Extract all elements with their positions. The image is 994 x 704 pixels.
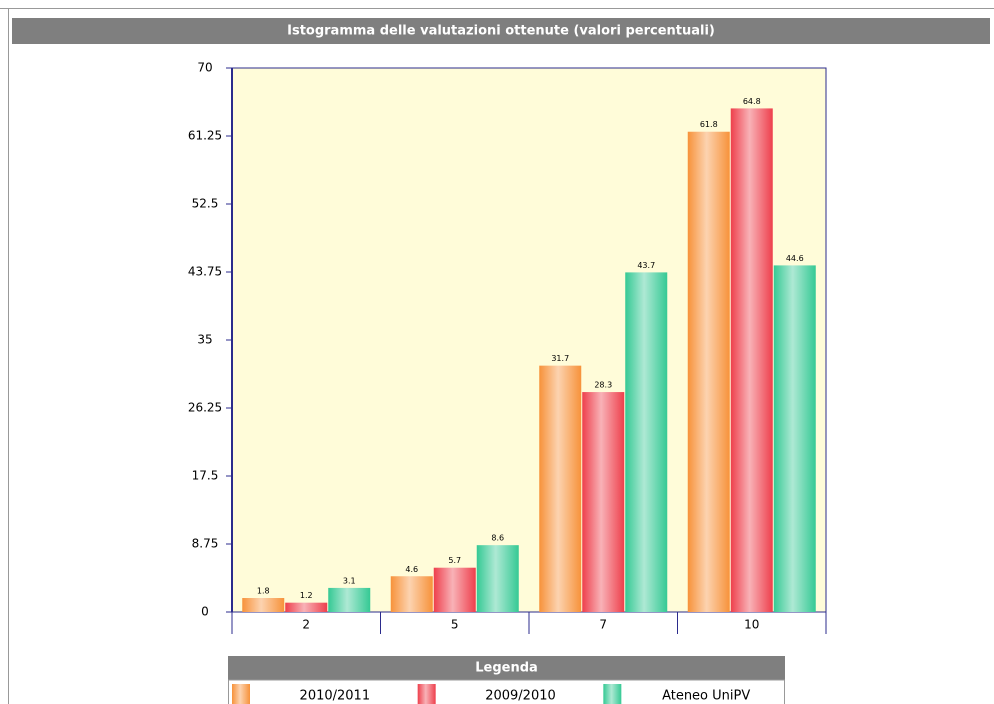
y-tick-label: 70 xyxy=(197,61,212,75)
bar xyxy=(242,598,285,612)
y-tick-label: 17.5 xyxy=(192,469,219,483)
bar xyxy=(476,545,519,612)
value-label: 28.3 xyxy=(594,381,612,390)
bar xyxy=(539,365,582,612)
y-tick-label: 52.5 xyxy=(192,197,219,211)
value-label: 5.7 xyxy=(448,556,461,565)
legend-body xyxy=(228,679,785,704)
value-label: 1.8 xyxy=(257,587,270,596)
value-label: 64.8 xyxy=(743,97,761,106)
value-label: 61.8 xyxy=(700,120,718,129)
legend-swatch xyxy=(417,684,436,704)
value-label: 8.6 xyxy=(491,534,504,543)
value-label: 31.7 xyxy=(551,354,569,363)
y-tick-label: 0 xyxy=(201,605,209,619)
title-bar xyxy=(12,18,990,44)
legend-swatch xyxy=(232,684,250,704)
bar xyxy=(773,265,816,612)
y-tick-label: 61.25 xyxy=(188,129,222,143)
x-tick-label: 5 xyxy=(451,618,459,632)
y-tick-label: 43.75 xyxy=(188,265,222,279)
legend-label: 2009/2010 xyxy=(485,689,556,704)
value-label: 4.6 xyxy=(405,565,418,574)
x-tick-label: 10 xyxy=(744,618,759,632)
legend-swatch xyxy=(603,684,622,704)
bar xyxy=(433,567,476,612)
value-label: 44.6 xyxy=(786,254,804,263)
legend-title: Legenda xyxy=(475,661,538,676)
bar xyxy=(328,587,371,612)
value-label: 1.2 xyxy=(300,591,313,600)
value-label: 3.1 xyxy=(343,576,356,585)
y-tick-label: 35 xyxy=(197,333,212,347)
y-tick-label: 26.25 xyxy=(188,401,222,415)
bar xyxy=(730,108,773,612)
bar xyxy=(285,602,328,612)
bar xyxy=(390,576,433,612)
value-label: 43.7 xyxy=(637,261,655,270)
bar xyxy=(582,392,625,612)
legend-label: Ateneo UniPV xyxy=(662,689,750,704)
legend-label: 2010/2011 xyxy=(300,689,371,704)
bar xyxy=(687,131,730,612)
chart-title: Istogramma delle valutazioni ottenute (v… xyxy=(287,24,715,39)
legend-header xyxy=(228,656,785,680)
y-tick-label: 8.75 xyxy=(192,537,219,551)
x-tick-label: 7 xyxy=(599,618,607,632)
x-tick-label: 2 xyxy=(302,618,310,632)
bar xyxy=(625,272,668,612)
